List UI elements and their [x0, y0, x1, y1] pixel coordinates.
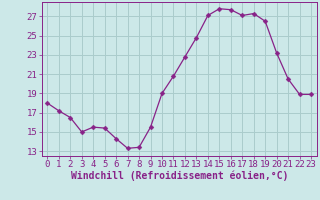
X-axis label: Windchill (Refroidissement éolien,°C): Windchill (Refroidissement éolien,°C): [70, 171, 288, 181]
